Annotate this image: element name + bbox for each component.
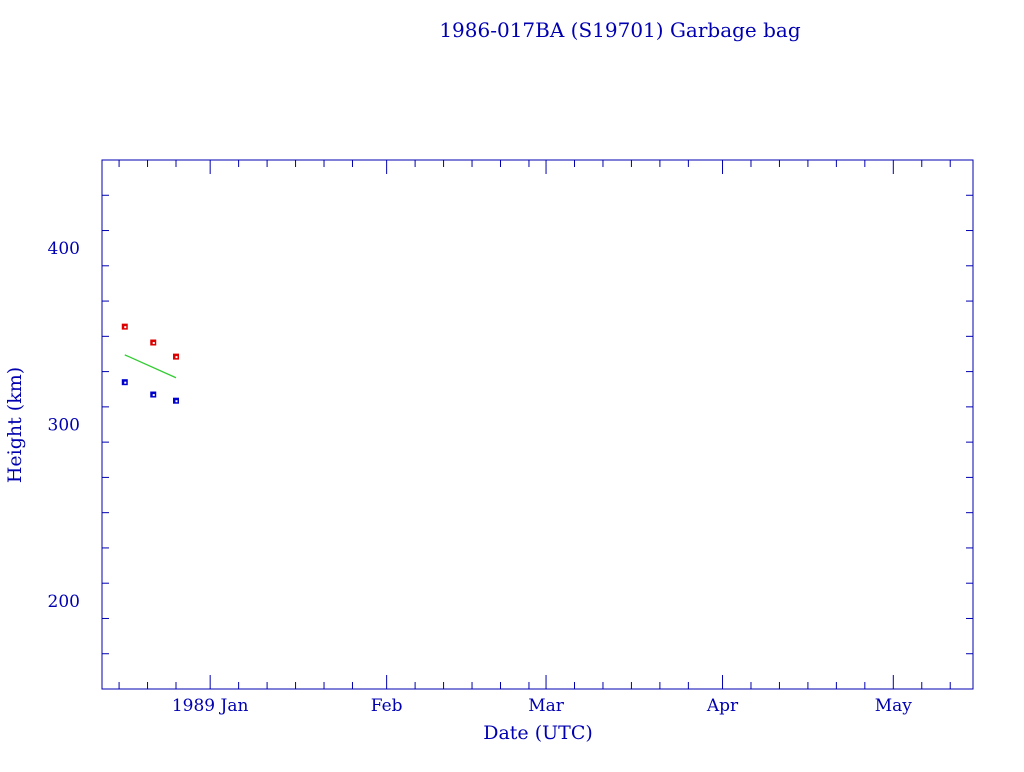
x-axis-label: Date (UTC) <box>483 722 593 744</box>
data-point-center <box>124 326 127 329</box>
chart-title: 1986-017BA (S19701) Garbage bag <box>439 18 801 42</box>
data-point-center <box>175 356 178 359</box>
data-point-center <box>175 400 178 403</box>
y-axis-label: Height (km) <box>4 367 26 483</box>
data-point-center <box>152 342 155 345</box>
data-point-center <box>152 394 155 397</box>
axis-ticks: 200 300 400 1989 Jan Feb Mar Apr May <box>48 160 973 716</box>
x-tick-label: 1989 Jan <box>172 696 249 716</box>
y-tick-label: 400 <box>48 239 80 259</box>
x-tick-label: May <box>875 696 913 716</box>
fit-line <box>124 354 177 379</box>
y-tick-label: 200 <box>48 592 80 612</box>
x-tick-label: Apr <box>706 696 739 716</box>
data-point-center <box>124 381 127 384</box>
y-tick-label: 300 <box>48 416 80 436</box>
x-tick-label: Mar <box>528 696 565 716</box>
data-marks <box>121 323 180 404</box>
plot-frame <box>101 159 974 690</box>
x-tick-label: Feb <box>371 696 403 716</box>
